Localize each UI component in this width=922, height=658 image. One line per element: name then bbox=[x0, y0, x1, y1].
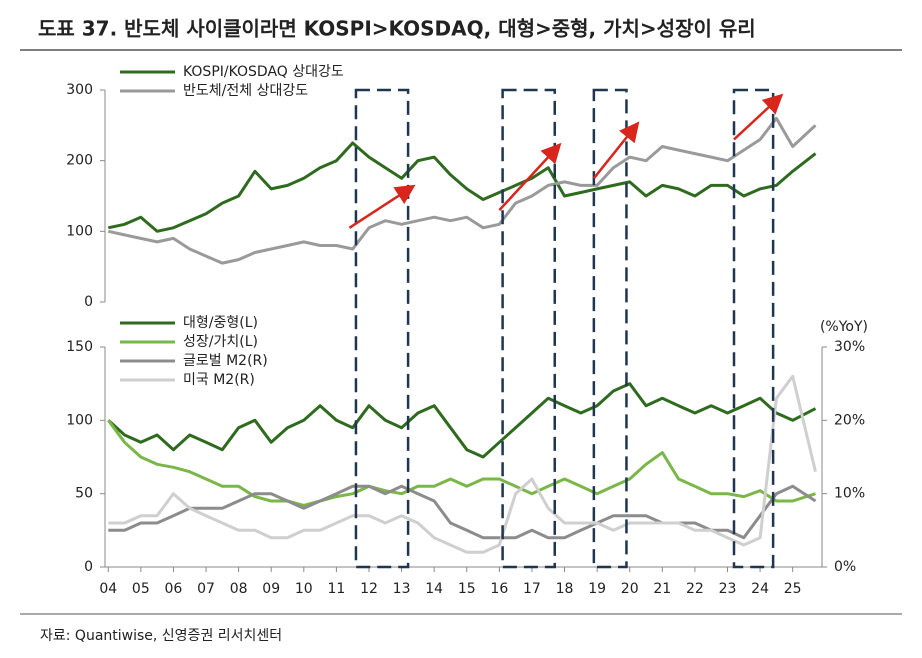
legend-label: KOSPI/KOSDAQ 상대강도 bbox=[183, 64, 344, 80]
x-tick-label: 04 bbox=[99, 581, 117, 597]
x-tick-label: 16 bbox=[490, 581, 508, 597]
arrow bbox=[592, 121, 640, 180]
x-tick-label: 07 bbox=[197, 581, 215, 597]
series-line bbox=[107, 116, 817, 265]
series-line bbox=[107, 419, 816, 507]
y2-tick-label: 30% bbox=[834, 339, 865, 355]
highlight-box bbox=[354, 88, 410, 569]
x-tick-label: 20 bbox=[621, 581, 639, 597]
y-tick-label: 50 bbox=[75, 486, 93, 502]
x-tick-label: 23 bbox=[719, 581, 737, 597]
highlight-box bbox=[501, 88, 557, 569]
legend-label: 미국 M2(R) bbox=[183, 372, 255, 388]
x-tick-label: 05 bbox=[132, 581, 150, 597]
legend-label: 글로벌 M2(R) bbox=[183, 353, 268, 369]
x-tick-label: 10 bbox=[295, 581, 313, 597]
arrow bbox=[348, 184, 416, 229]
x-tick-label: 13 bbox=[393, 581, 411, 597]
y-tick-label: 200 bbox=[66, 153, 93, 169]
x-tick-label: 15 bbox=[458, 581, 476, 597]
y-tick-label: 0 bbox=[84, 294, 93, 310]
series-line bbox=[107, 141, 817, 233]
y2-axis-label: (%YoY) bbox=[820, 319, 868, 335]
series-line bbox=[107, 382, 817, 459]
y2-tick-label: 0% bbox=[834, 559, 856, 575]
x-tick-label: 25 bbox=[784, 581, 802, 597]
y-tick-label: 100 bbox=[66, 223, 93, 239]
y-tick-label: 100 bbox=[66, 412, 93, 428]
highlight-box bbox=[732, 88, 775, 569]
series-line bbox=[108, 484, 817, 540]
x-tick-label: 09 bbox=[262, 581, 280, 597]
x-tick-label: 21 bbox=[653, 581, 671, 597]
x-tick-label: 08 bbox=[230, 581, 248, 597]
x-tick-label: 18 bbox=[556, 581, 574, 597]
x-tick-label: 24 bbox=[751, 581, 769, 597]
y2-tick-label: 10% bbox=[834, 486, 865, 502]
y-tick-label: 300 bbox=[66, 82, 93, 98]
x-tick-label: 06 bbox=[165, 581, 183, 597]
highlight-box bbox=[592, 88, 628, 569]
series-line bbox=[108, 374, 817, 554]
y-tick-label: 150 bbox=[66, 339, 93, 355]
x-tick-label: 12 bbox=[360, 581, 378, 597]
x-tick-label: 22 bbox=[686, 581, 704, 597]
x-tick-label: 17 bbox=[523, 581, 541, 597]
x-tick-label: 11 bbox=[327, 581, 345, 597]
x-tick-label: 19 bbox=[588, 581, 606, 597]
source: 자료: Quantiwise, 신영증권 리서치센터 bbox=[40, 628, 282, 644]
arrow bbox=[733, 93, 784, 141]
y-tick-label: 0 bbox=[84, 559, 93, 575]
x-tick-label: 14 bbox=[425, 581, 443, 597]
legend-label: 반도체/전체 상대강도 bbox=[183, 83, 308, 99]
legend-label: 대형/중형(L) bbox=[183, 315, 258, 331]
legend-label: 성장/가치(L) bbox=[183, 334, 258, 350]
title: 도표 37. 반도체 사이클이라면 KOSPI>KOSDAQ, 대형>중형, 가… bbox=[38, 17, 756, 41]
y2-tick-label: 20% bbox=[834, 412, 865, 428]
arrow bbox=[498, 142, 562, 211]
